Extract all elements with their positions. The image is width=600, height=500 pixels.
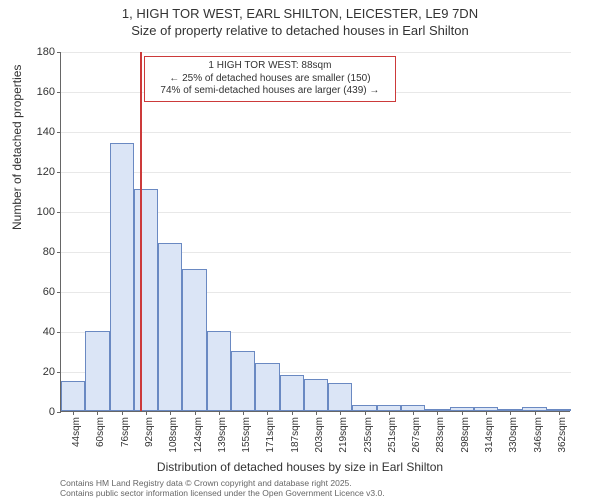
x-axis-label: Distribution of detached houses by size … — [0, 460, 600, 474]
footer-attribution: Contains HM Land Registry data © Crown c… — [60, 478, 385, 498]
histogram-bar — [328, 383, 352, 411]
ytick-label: 80 — [43, 246, 61, 258]
ytick-label: 40 — [43, 326, 61, 338]
histogram-bar — [85, 331, 109, 411]
xtick-mark — [97, 411, 98, 415]
ytick-label: 180 — [37, 46, 61, 58]
histogram-bar — [182, 269, 206, 411]
xtick-label: 219sqm — [338, 417, 349, 453]
xtick-mark — [340, 411, 341, 415]
xtick-label: 362sqm — [557, 417, 568, 453]
ytick-label: 0 — [49, 406, 61, 418]
xtick-mark — [243, 411, 244, 415]
histogram-bar — [158, 243, 182, 411]
callout-line: 74% of semi-detached houses are larger (… — [151, 85, 389, 98]
title-block: 1, HIGH TOR WEST, EARL SHILTON, LEICESTE… — [0, 0, 600, 40]
xtick-label: 60sqm — [95, 417, 106, 447]
xtick-mark — [170, 411, 171, 415]
xtick-mark — [389, 411, 390, 415]
xtick-mark — [146, 411, 147, 415]
gridline — [61, 52, 571, 53]
xtick-label: 44sqm — [71, 417, 82, 447]
chart-container: 1, HIGH TOR WEST, EARL SHILTON, LEICESTE… — [0, 0, 600, 500]
xtick-mark — [486, 411, 487, 415]
gridline — [61, 172, 571, 173]
xtick-mark — [559, 411, 560, 415]
xtick-label: 330sqm — [508, 417, 519, 453]
histogram-bar — [207, 331, 231, 411]
xtick-mark — [510, 411, 511, 415]
histogram-bar — [304, 379, 328, 411]
callout-line: 1 HIGH TOR WEST: 88sqm — [151, 60, 389, 73]
xtick-label: 203sqm — [314, 417, 325, 453]
xtick-mark — [219, 411, 220, 415]
xtick-mark — [365, 411, 366, 415]
xtick-label: 251sqm — [387, 417, 398, 453]
marker-line — [140, 52, 142, 411]
xtick-label: 346sqm — [533, 417, 544, 453]
xtick-mark — [316, 411, 317, 415]
xtick-label: 76sqm — [120, 417, 131, 447]
ytick-label: 20 — [43, 366, 61, 378]
ytick-label: 160 — [37, 86, 61, 98]
xtick-label: 267sqm — [411, 417, 422, 453]
title-line-2: Size of property relative to detached ho… — [0, 23, 600, 40]
xtick-label: 187sqm — [290, 417, 301, 453]
histogram-bar — [231, 351, 255, 411]
xtick-mark — [195, 411, 196, 415]
callout-line: ← 25% of detached houses are smaller (15… — [151, 73, 389, 86]
xtick-label: 139sqm — [217, 417, 228, 453]
ytick-label: 120 — [37, 166, 61, 178]
title-line-1: 1, HIGH TOR WEST, EARL SHILTON, LEICESTE… — [0, 6, 600, 23]
histogram-bar — [255, 363, 279, 411]
xtick-label: 92sqm — [144, 417, 155, 447]
xtick-mark — [122, 411, 123, 415]
xtick-label: 171sqm — [265, 417, 276, 453]
ytick-label: 100 — [37, 206, 61, 218]
y-axis-label: Number of detached properties — [10, 65, 24, 230]
footer-line-2: Contains public sector information licen… — [60, 488, 385, 498]
xtick-mark — [462, 411, 463, 415]
histogram-bar — [280, 375, 304, 411]
histogram-bar — [61, 381, 85, 411]
footer-line-1: Contains HM Land Registry data © Crown c… — [60, 478, 385, 488]
xtick-mark — [437, 411, 438, 415]
xtick-mark — [292, 411, 293, 415]
histogram-bar — [134, 189, 158, 411]
ytick-label: 140 — [37, 126, 61, 138]
xtick-mark — [73, 411, 74, 415]
xtick-label: 155sqm — [241, 417, 252, 453]
ytick-label: 60 — [43, 286, 61, 298]
histogram-bar — [110, 143, 134, 411]
chart-area: 02040608010012014016018044sqm60sqm76sqm9… — [60, 52, 570, 412]
gridline — [61, 132, 571, 133]
callout-box: 1 HIGH TOR WEST: 88sqm← 25% of detached … — [144, 56, 396, 102]
xtick-label: 108sqm — [168, 417, 179, 453]
plot-region: 02040608010012014016018044sqm60sqm76sqm9… — [60, 52, 570, 412]
xtick-label: 298sqm — [460, 417, 471, 453]
xtick-mark — [413, 411, 414, 415]
xtick-label: 314sqm — [484, 417, 495, 453]
xtick-label: 283sqm — [435, 417, 446, 453]
xtick-label: 235sqm — [363, 417, 374, 453]
xtick-mark — [535, 411, 536, 415]
xtick-mark — [267, 411, 268, 415]
xtick-label: 124sqm — [193, 417, 204, 453]
